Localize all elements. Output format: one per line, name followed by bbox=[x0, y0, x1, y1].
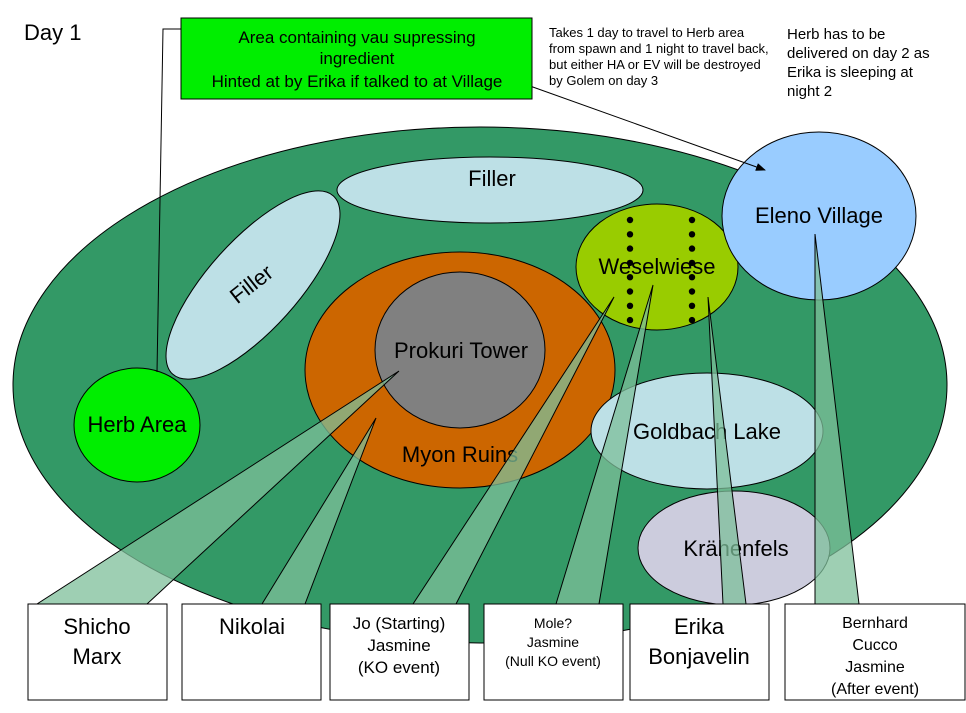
weselwiese-dot-columns bbox=[626, 216, 696, 324]
character-line: (Null KO event) bbox=[505, 653, 601, 669]
travel-note-line-2: from spawn and 1 night to travel back, bbox=[549, 41, 769, 56]
herb-area-region bbox=[73, 367, 201, 483]
dot-marker bbox=[688, 316, 696, 324]
dot-marker bbox=[626, 302, 634, 309]
filler-top-label: Filler bbox=[468, 166, 516, 191]
delivery-note-line-2: delivered on day 2 as bbox=[787, 45, 930, 62]
myon-ruins-label: Myon Ruins bbox=[402, 442, 518, 467]
dot-marker bbox=[688, 302, 696, 309]
dot-marker bbox=[688, 288, 696, 295]
character-line: Bonjavelin bbox=[648, 644, 750, 669]
dot-marker bbox=[688, 231, 696, 238]
character-line: Cucco bbox=[852, 637, 897, 654]
character-box-shicho-marx: Shicho Marx bbox=[27, 603, 168, 701]
dot-marker bbox=[688, 216, 696, 224]
character-line: Jo (Starting) bbox=[353, 614, 446, 633]
character-line: (KO event) bbox=[358, 658, 440, 677]
filler-top-region bbox=[336, 156, 644, 224]
dot-marker bbox=[626, 316, 634, 324]
character-box-erika: Erika Bonjavelin bbox=[629, 603, 770, 701]
eleno-village-label: Eleno Village bbox=[755, 203, 883, 228]
travel-note-line-1: Takes 1 day to travel to Herb area bbox=[549, 25, 745, 40]
character-box-jo: Jo (Starting) Jasmine (KO event) bbox=[329, 603, 470, 701]
prokuri-tower-region bbox=[374, 271, 546, 429]
ingredient-box-line-3: Hinted at by Erika if talked to at Villa… bbox=[212, 72, 503, 91]
delivery-note-line-4: night 2 bbox=[787, 83, 832, 100]
character-line: Shicho bbox=[63, 614, 130, 639]
character-box-bernhard: Bernhard Cucco Jasmine (After event) bbox=[784, 603, 966, 701]
prokuri-tower-label: Prokuri Tower bbox=[394, 338, 528, 363]
travel-note-line-4: by Golem on day 3 bbox=[549, 73, 658, 88]
ingredient-box-line-1: Area containing vau supressing bbox=[238, 28, 475, 47]
travel-note-line-3: but either HA or EV will be destroyed bbox=[549, 57, 761, 72]
dot-marker bbox=[626, 245, 634, 252]
dot-marker bbox=[626, 288, 634, 295]
delivery-note-line-3: Erika is sleeping at bbox=[787, 64, 914, 81]
dot-column-right bbox=[688, 216, 696, 324]
character-line: Marx bbox=[73, 644, 122, 669]
character-line: Bernhard bbox=[842, 615, 908, 632]
herb-link-line bbox=[156, 28, 181, 373]
character-line: (After event) bbox=[831, 681, 919, 698]
character-line: Jasmine bbox=[845, 659, 905, 676]
filler-left-region bbox=[165, 190, 341, 380]
weselwiese-region bbox=[575, 203, 739, 331]
herb-area-label: Herb Area bbox=[87, 412, 187, 437]
character-line: Jasmine bbox=[527, 634, 579, 650]
dot-marker bbox=[688, 259, 696, 267]
dot-column-left bbox=[626, 216, 634, 324]
character-line: Jasmine bbox=[367, 636, 430, 655]
dot-marker bbox=[626, 231, 634, 238]
character-box-mole: Mole? Jasmine (Null KO event) bbox=[483, 603, 624, 701]
dot-marker bbox=[626, 259, 634, 267]
travel-arrow bbox=[529, 85, 766, 171]
ingredient-area-box bbox=[180, 17, 533, 100]
character-line: Nikolai bbox=[219, 614, 285, 639]
weselwiese-label: Weselwiese bbox=[599, 254, 716, 279]
ingredient-box-line-2: ingredient bbox=[320, 49, 395, 68]
delivery-note-line-1: Herb has to be bbox=[787, 26, 885, 43]
goldbach-lake-label: Goldbach Lake bbox=[633, 419, 781, 444]
dot-marker bbox=[688, 245, 696, 252]
character-line: Erika bbox=[674, 614, 725, 639]
character-box-nikolai: Nikolai bbox=[181, 603, 322, 701]
dot-marker bbox=[626, 274, 634, 281]
dot-marker bbox=[626, 216, 634, 224]
day-title: Day 1 bbox=[24, 20, 81, 45]
character-line: Mole? bbox=[534, 615, 572, 631]
dot-marker bbox=[688, 274, 696, 281]
